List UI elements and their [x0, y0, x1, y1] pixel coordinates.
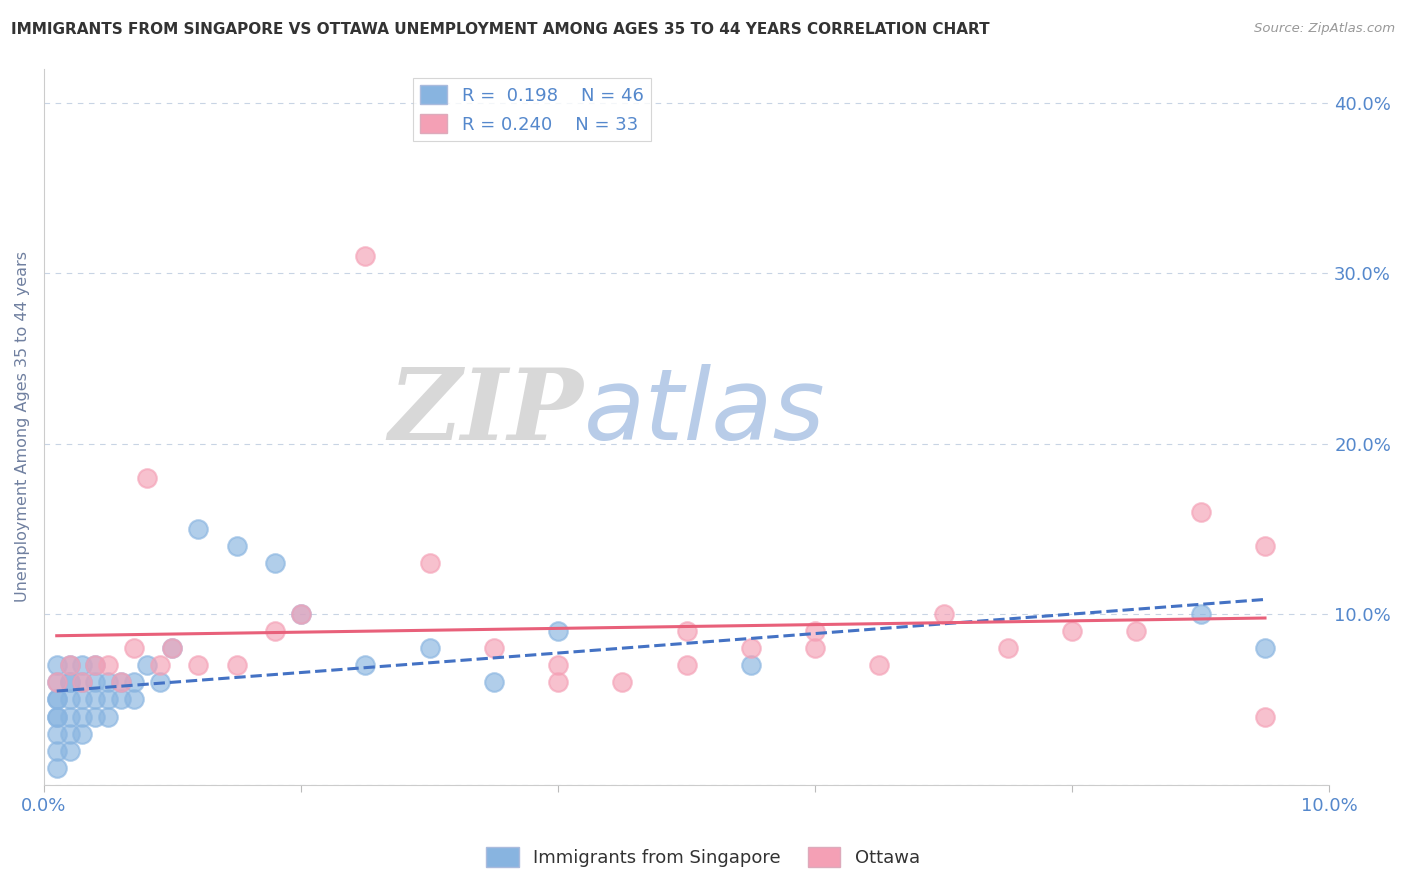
Point: [225, 539, 247, 553]
Point: [84, 709, 107, 723]
Point: [418, 641, 440, 656]
Point: [58, 675, 80, 690]
Point: [740, 658, 762, 673]
Point: [675, 658, 697, 673]
Point: [122, 692, 145, 706]
Point: [110, 675, 132, 690]
Legend: R =  0.198    N = 46, R = 0.240    N = 33: R = 0.198 N = 46, R = 0.240 N = 33: [413, 78, 651, 141]
Point: [354, 658, 377, 673]
Point: [58, 658, 80, 673]
Point: [45, 744, 67, 758]
Point: [110, 692, 132, 706]
Point: [72, 675, 94, 690]
Point: [148, 675, 170, 690]
Y-axis label: Unemployment Among Ages 35 to 44 years: Unemployment Among Ages 35 to 44 years: [15, 252, 30, 602]
Point: [1062, 624, 1084, 639]
Point: [58, 675, 80, 690]
Point: [58, 744, 80, 758]
Point: [84, 692, 107, 706]
Point: [418, 556, 440, 570]
Point: [148, 658, 170, 673]
Text: Source: ZipAtlas.com: Source: ZipAtlas.com: [1254, 22, 1395, 36]
Point: [264, 556, 287, 570]
Point: [72, 675, 94, 690]
Text: ZIP: ZIP: [388, 364, 583, 460]
Point: [58, 709, 80, 723]
Point: [45, 761, 67, 775]
Point: [58, 692, 80, 706]
Point: [1189, 607, 1212, 622]
Point: [997, 641, 1019, 656]
Point: [187, 658, 209, 673]
Point: [45, 709, 67, 723]
Point: [675, 624, 697, 639]
Point: [932, 607, 955, 622]
Point: [45, 675, 67, 690]
Point: [45, 692, 67, 706]
Point: [1189, 505, 1212, 519]
Point: [84, 658, 107, 673]
Point: [45, 709, 67, 723]
Point: [482, 675, 505, 690]
Point: [740, 641, 762, 656]
Point: [868, 658, 890, 673]
Point: [354, 249, 377, 263]
Point: [547, 675, 569, 690]
Point: [110, 675, 132, 690]
Point: [97, 658, 120, 673]
Legend: Immigrants from Singapore, Ottawa: Immigrants from Singapore, Ottawa: [479, 839, 927, 874]
Point: [1254, 709, 1277, 723]
Point: [97, 675, 120, 690]
Point: [290, 607, 312, 622]
Text: IMMIGRANTS FROM SINGAPORE VS OTTAWA UNEMPLOYMENT AMONG AGES 35 TO 44 YEARS CORRE: IMMIGRANTS FROM SINGAPORE VS OTTAWA UNEM…: [11, 22, 990, 37]
Point: [135, 471, 157, 485]
Point: [122, 675, 145, 690]
Point: [45, 658, 67, 673]
Point: [547, 658, 569, 673]
Point: [72, 709, 94, 723]
Point: [225, 658, 247, 673]
Point: [45, 692, 67, 706]
Point: [72, 726, 94, 740]
Point: [804, 624, 827, 639]
Point: [45, 675, 67, 690]
Point: [122, 641, 145, 656]
Point: [547, 624, 569, 639]
Point: [187, 522, 209, 536]
Point: [1254, 539, 1277, 553]
Point: [135, 658, 157, 673]
Text: atlas: atlas: [583, 364, 825, 461]
Point: [482, 641, 505, 656]
Point: [84, 675, 107, 690]
Point: [84, 658, 107, 673]
Point: [264, 624, 287, 639]
Point: [72, 658, 94, 673]
Point: [97, 709, 120, 723]
Point: [162, 641, 184, 656]
Point: [162, 641, 184, 656]
Point: [45, 726, 67, 740]
Point: [612, 675, 634, 690]
Point: [58, 658, 80, 673]
Point: [804, 641, 827, 656]
Point: [97, 692, 120, 706]
Point: [1125, 624, 1147, 639]
Point: [58, 726, 80, 740]
Point: [72, 692, 94, 706]
Point: [290, 607, 312, 622]
Point: [1254, 641, 1277, 656]
